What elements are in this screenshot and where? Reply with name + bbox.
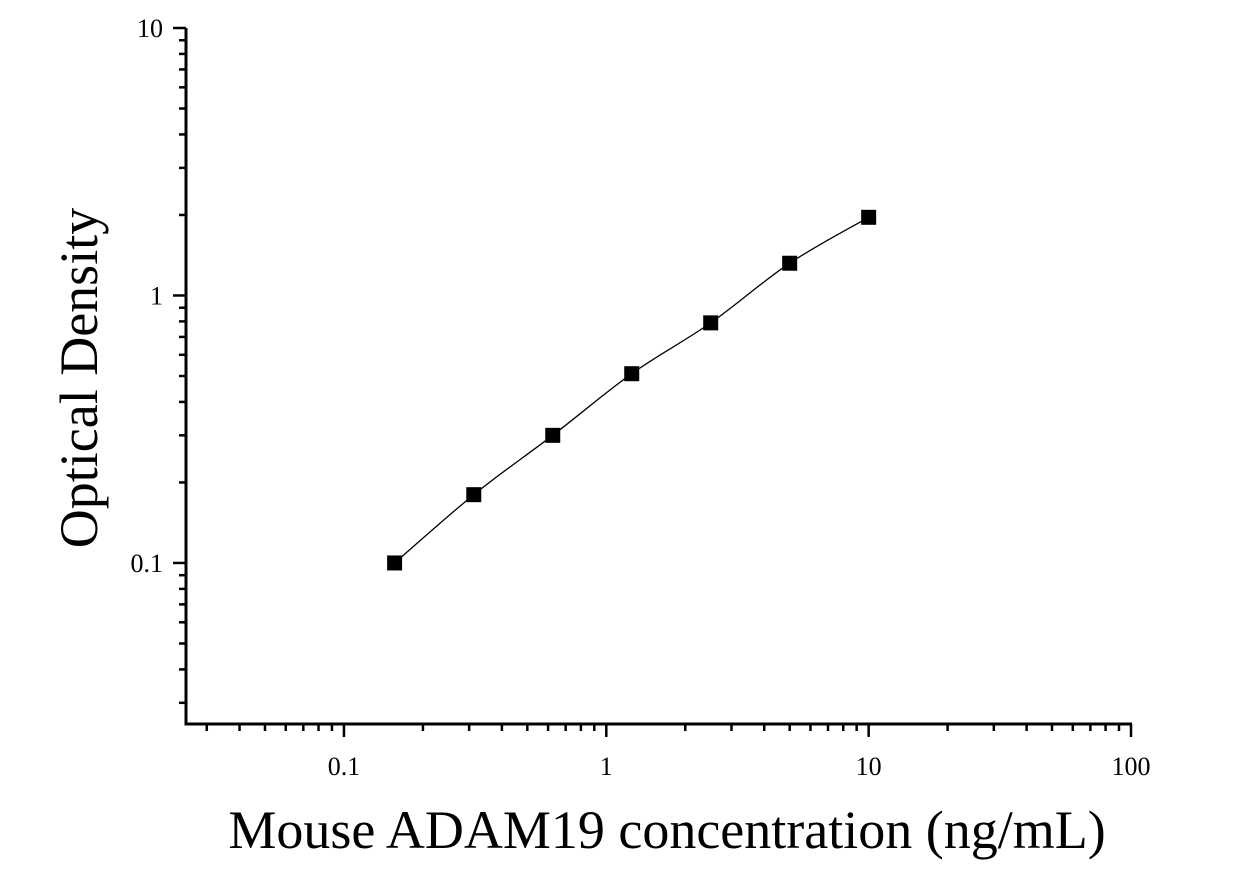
data-point-marker [545, 427, 561, 443]
data-point-marker [782, 255, 798, 271]
data-point-marker [624, 366, 640, 382]
y-tick-label: 0.1 [131, 549, 164, 578]
x-tick-label: 0.1 [328, 752, 361, 781]
x-tick-label: 10 [856, 752, 882, 781]
y-axis-title: Optical Density [49, 208, 109, 548]
y-tick-label: 10 [137, 14, 163, 43]
data-point-marker [861, 209, 877, 225]
x-axis-title: Mouse ADAM19 concentration (ng/mL) [228, 800, 1105, 860]
data-point-marker [466, 487, 482, 503]
fit-curve [394, 216, 870, 564]
data-point-marker [387, 555, 403, 571]
data-point-marker [703, 315, 719, 331]
y-axis: 0.1 1 10 [131, 14, 188, 726]
x-tick-label: 100 [1112, 752, 1151, 781]
plot-area [387, 209, 877, 571]
y-tick-label: 1 [150, 281, 163, 310]
x-tick-label: 1 [600, 752, 613, 781]
x-axis: 0.1 1 10 100 [186, 722, 1151, 781]
